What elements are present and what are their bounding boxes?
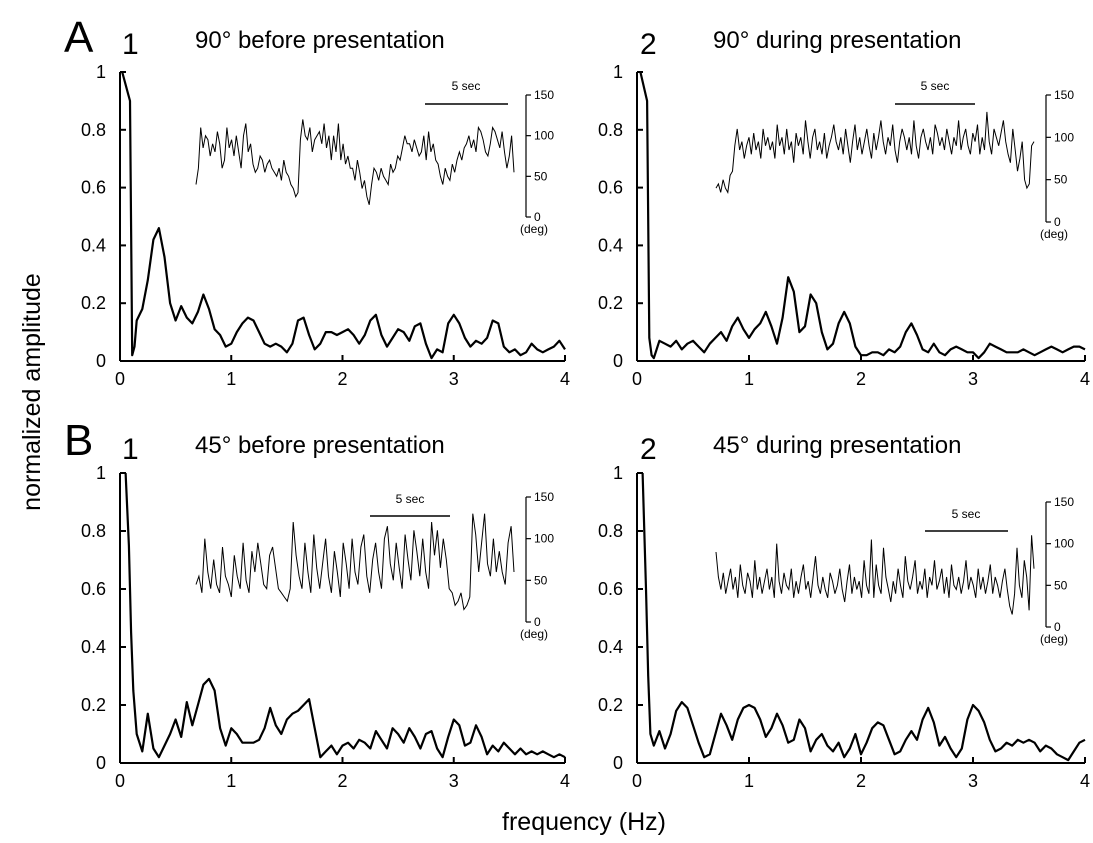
y-tick-label: 0.8 xyxy=(598,120,623,140)
inset-trace-panel: 0 50 100 150 (deg) 5 sec xyxy=(715,79,1074,241)
y-tick-label: 0 xyxy=(96,753,106,773)
panel-number: 2 xyxy=(640,433,657,466)
y-tick-label: 0.2 xyxy=(81,293,106,313)
inset-y-tick-label: 100 xyxy=(534,532,554,546)
panel-title: 90° during presentation xyxy=(713,27,961,54)
time-scale-label: 5 sec xyxy=(452,79,481,93)
x-tick-label: 4 xyxy=(1080,771,1090,791)
x-tick-label: 1 xyxy=(744,369,754,389)
time-scale-label: 5 sec xyxy=(952,507,981,521)
x-tick-label: 4 xyxy=(560,771,570,791)
x-tick-label: 0 xyxy=(115,369,125,389)
y-tick-label: 1 xyxy=(96,463,106,483)
inset-y-tick-label: 0 xyxy=(534,210,541,224)
inset-trace xyxy=(715,111,1035,194)
x-tick-label: 3 xyxy=(968,369,978,389)
x-tick-label: 0 xyxy=(632,771,642,791)
inset-trace xyxy=(195,513,515,611)
inset-y-tick-label: 50 xyxy=(1054,173,1068,187)
y-tick-label: 0.6 xyxy=(598,579,623,599)
y-tick-label: 0 xyxy=(96,351,106,371)
inset-trace-panel: 0 50 100 150 (deg) 5 sec xyxy=(195,79,554,236)
inset-unit-label: (deg) xyxy=(520,222,548,236)
inset-unit-label: (deg) xyxy=(1040,227,1068,241)
x-tick-label: 1 xyxy=(226,771,236,791)
x-tick-label: 2 xyxy=(856,771,866,791)
y-tick-label: 0.4 xyxy=(81,637,106,657)
x-tick-label: 4 xyxy=(1080,369,1090,389)
x-tick-label: 2 xyxy=(856,369,866,389)
panel-title: 45° before presentation xyxy=(195,432,445,459)
panel-number: 2 xyxy=(640,28,657,61)
y-axis-label: normalized amplitude xyxy=(18,273,46,511)
x-tick-label: 2 xyxy=(337,771,347,791)
y-tick-label: 0 xyxy=(613,753,623,773)
y-tick-label: 1 xyxy=(613,62,623,82)
x-tick-label: 1 xyxy=(226,369,236,389)
spectrum-line xyxy=(121,71,566,360)
inset-y-tick-label: 150 xyxy=(534,490,554,504)
inset-y-tick-label: 150 xyxy=(1054,88,1074,102)
inset-unit-label: (deg) xyxy=(520,627,548,641)
y-tick-label: 0.2 xyxy=(598,695,623,715)
x-tick-label: 4 xyxy=(560,369,570,389)
inset-y-tick-label: 0 xyxy=(1054,215,1061,229)
panel-title: 45° during presentation xyxy=(713,432,961,459)
time-scale-label: 5 sec xyxy=(396,492,425,506)
panel-title: 90° before presentation xyxy=(195,27,445,54)
panel-number: 1 xyxy=(122,28,139,61)
inset-y-tick-label: 50 xyxy=(534,169,548,183)
panel-number: 1 xyxy=(122,433,139,466)
inset-y-tick-label: 0 xyxy=(1054,620,1061,634)
y-tick-label: 0.6 xyxy=(81,579,106,599)
inset-trace xyxy=(715,535,1035,615)
y-tick-label: 0.6 xyxy=(598,178,623,198)
panel-b1: 1 45° before presentation 0 1 2 3 4 0 0.2 0.4 0.6 0… xyxy=(81,432,570,791)
inset-y-tick-label: 100 xyxy=(1054,130,1074,144)
spectrum-line xyxy=(124,472,566,759)
x-tick-label: 0 xyxy=(632,369,642,389)
spectrum-line xyxy=(639,71,1086,360)
inset-y-tick-label: 50 xyxy=(1054,578,1068,592)
y-tick-label: 0.8 xyxy=(81,120,106,140)
y-tick-label: 0.8 xyxy=(598,521,623,541)
y-tick-label: 0.4 xyxy=(81,235,106,255)
inset-y-tick-label: 100 xyxy=(1054,537,1074,551)
inset-y-tick-label: 150 xyxy=(1054,495,1074,509)
inset-y-tick-label: 150 xyxy=(534,88,554,102)
x-tick-label: 1 xyxy=(744,771,754,791)
x-tick-label: 2 xyxy=(337,369,347,389)
row-label-a: A xyxy=(64,13,94,62)
x-axis-label: frequency (Hz) xyxy=(502,808,666,836)
inset-trace-panel: 0 50 100 150 (deg) 5 sec xyxy=(715,495,1074,646)
y-tick-label: 0.4 xyxy=(598,235,623,255)
x-tick-label: 0 xyxy=(115,771,125,791)
y-tick-label: 0 xyxy=(613,351,623,371)
spectrum-line xyxy=(641,472,1086,762)
y-tick-label: 0.6 xyxy=(81,178,106,198)
inset-unit-label: (deg) xyxy=(1040,632,1068,646)
x-tick-label: 3 xyxy=(968,771,978,791)
x-tick-label: 3 xyxy=(449,771,459,791)
inset-y-tick-label: 50 xyxy=(534,573,548,587)
y-tick-label: 0.8 xyxy=(81,521,106,541)
y-tick-label: 1 xyxy=(96,62,106,82)
panel-a1: 1 90° before presentation 0 1 2 3 4 0 0.2 0.4 0.6 0… xyxy=(81,27,570,389)
y-tick-label: 0.4 xyxy=(598,637,623,657)
inset-trace-panel: 0 50 100 150 (deg) 5 sec xyxy=(195,490,554,641)
y-tick-label: 1 xyxy=(613,463,623,483)
row-label-b: B xyxy=(64,416,93,465)
inset-y-tick-label: 100 xyxy=(534,129,554,143)
x-tick-label: 3 xyxy=(449,369,459,389)
inset-y-tick-label: 0 xyxy=(534,615,541,629)
y-tick-label: 0.2 xyxy=(598,293,623,313)
time-scale-label: 5 sec xyxy=(921,79,950,93)
inset-trace xyxy=(195,119,515,205)
y-tick-label: 0.2 xyxy=(81,695,106,715)
